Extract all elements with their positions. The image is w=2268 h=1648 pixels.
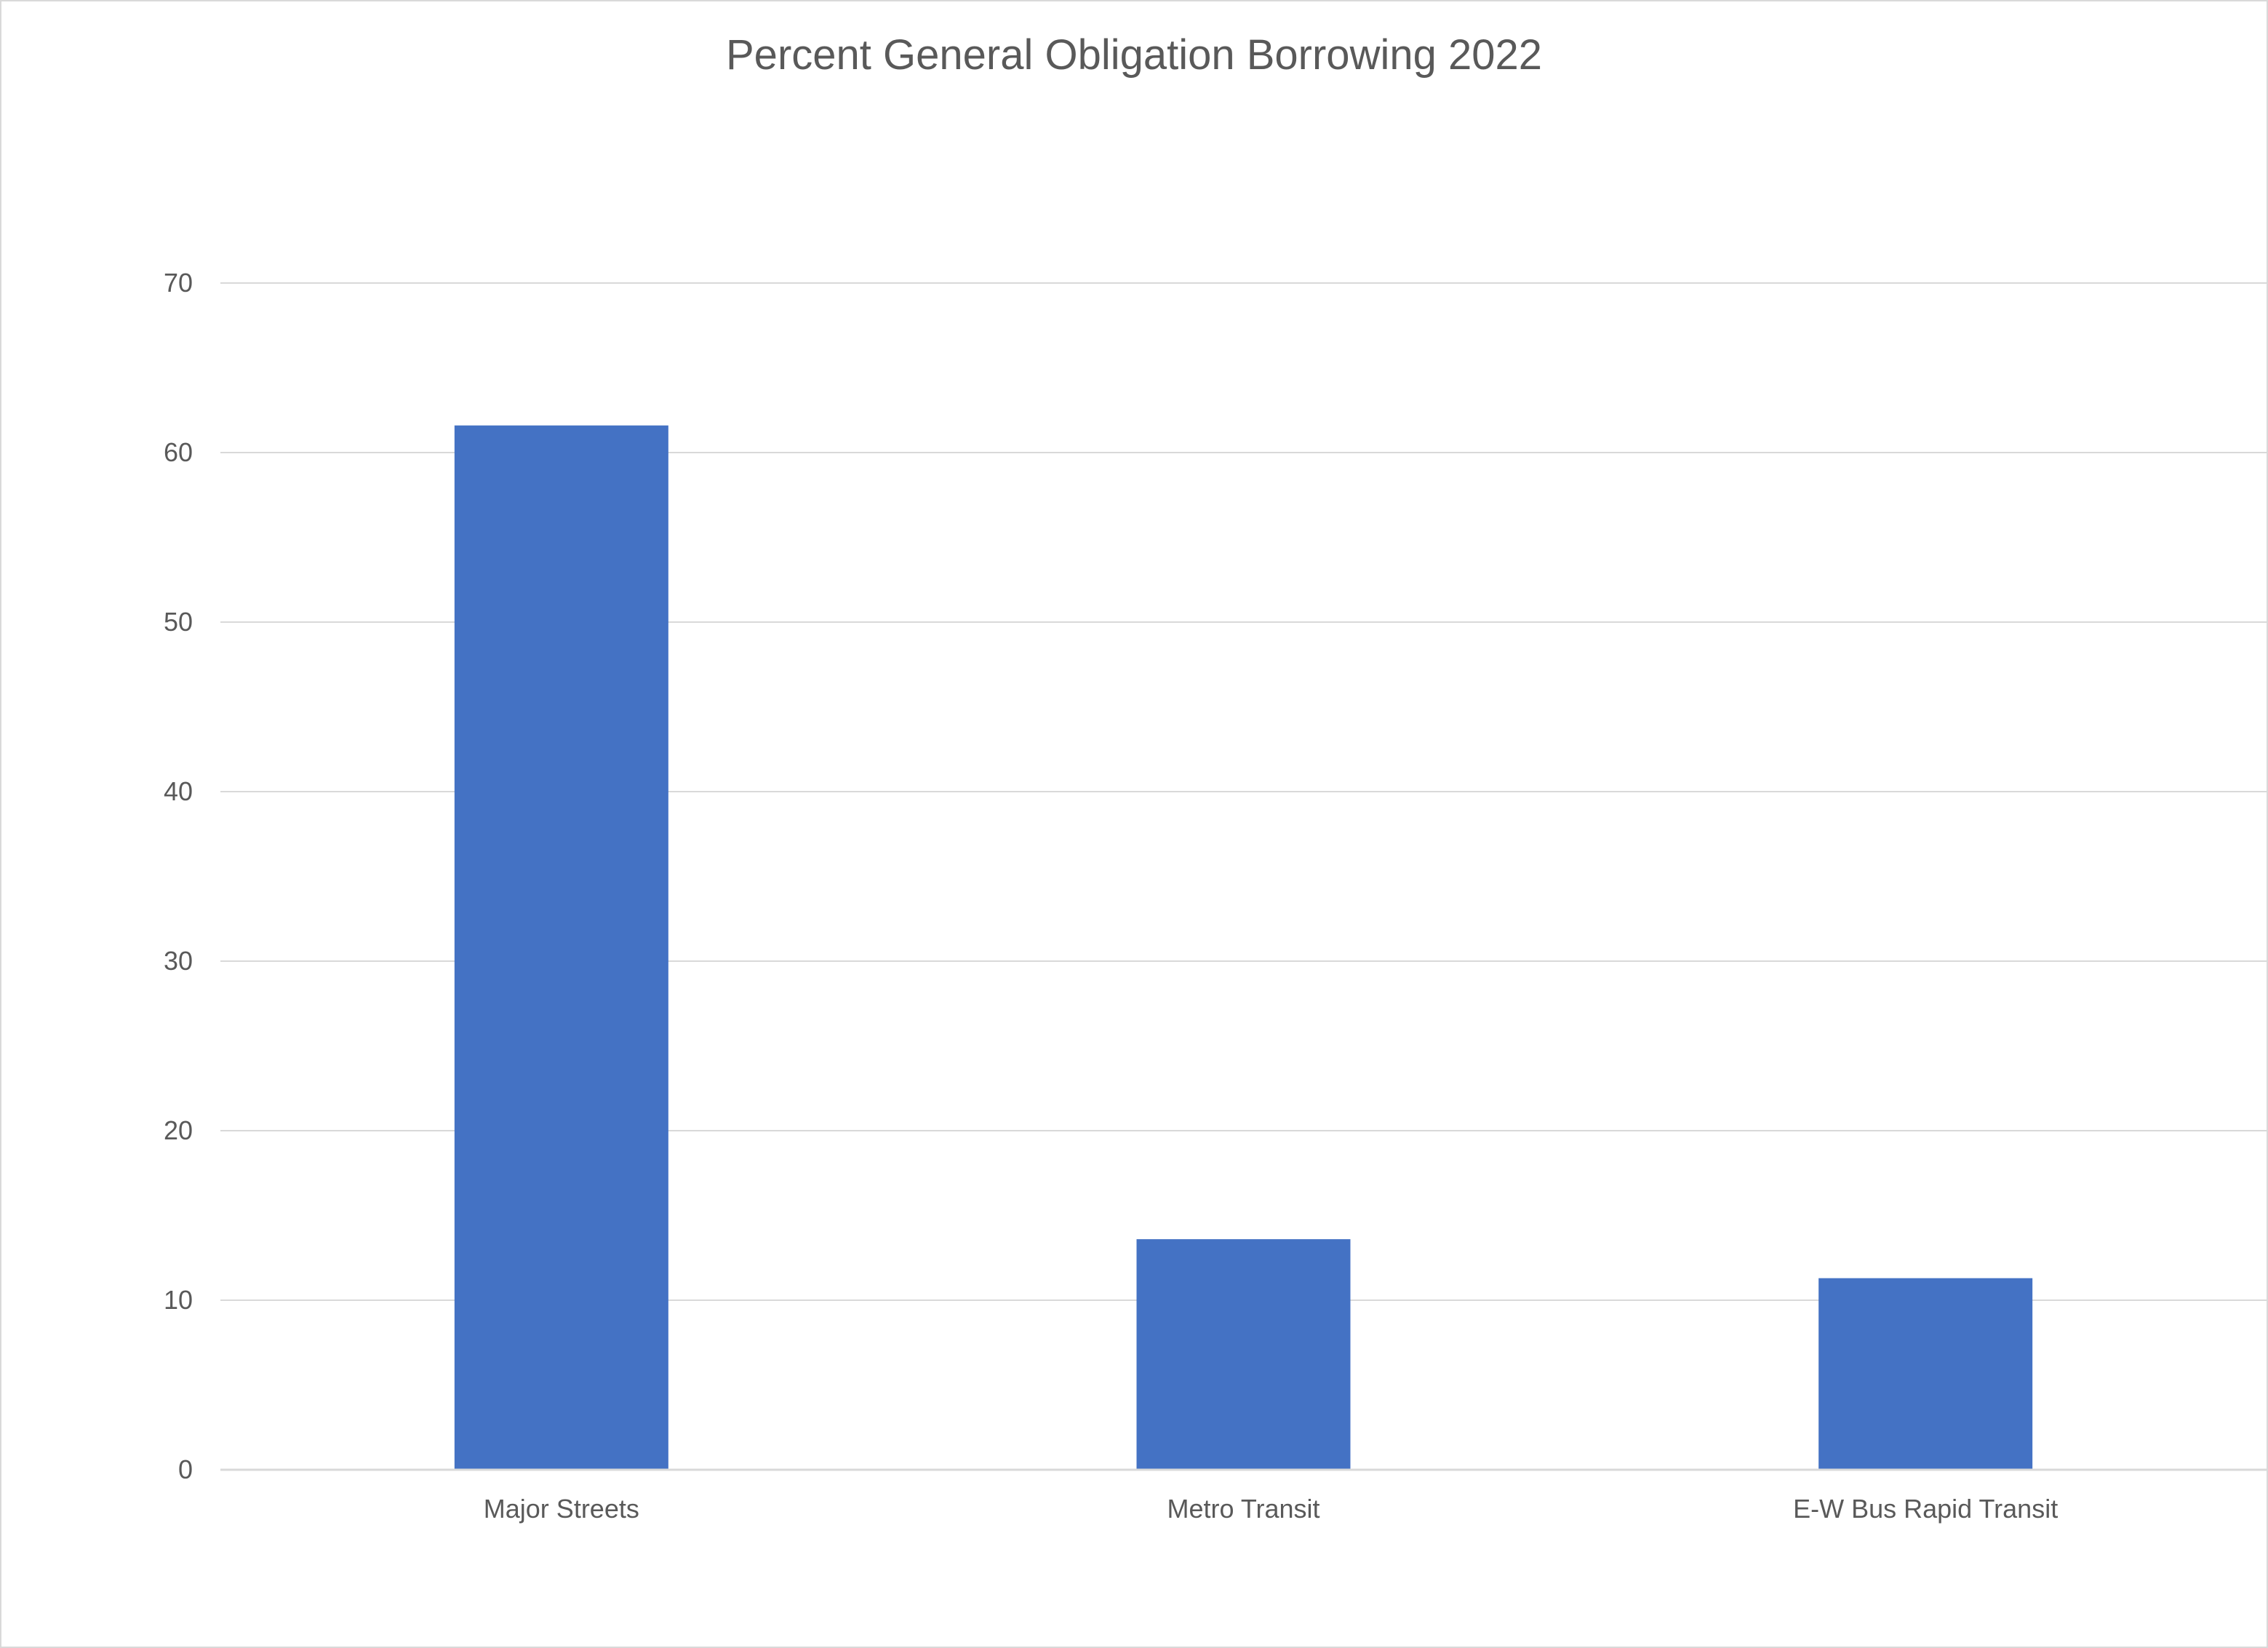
x-category-label: E-W Bus Rapid Transit	[1793, 1494, 2058, 1524]
x-category-label: Major Streets	[484, 1494, 639, 1524]
chart-title: Percent General Obligation Borrowing 202…	[726, 31, 1542, 79]
y-tick-label: 30	[164, 946, 193, 976]
y-tick-label: 40	[164, 776, 193, 806]
bar-metro-transit	[1136, 1239, 1351, 1470]
y-tick-label: 0	[178, 1454, 193, 1484]
bar-major-streets	[454, 425, 668, 1470]
y-tick-label: 10	[164, 1285, 193, 1315]
y-tick-label: 50	[164, 607, 193, 637]
y-tick-label: 70	[164, 268, 193, 298]
bar-e-w-bus-rapid-transit	[1818, 1278, 2033, 1470]
y-tick-label: 60	[164, 437, 193, 467]
bars	[454, 425, 2033, 1470]
y-axis-tick-labels: 0 10 20 30 40 50 60 70	[164, 268, 193, 1484]
x-category-label: Metro Transit	[1167, 1494, 1319, 1524]
x-axis-category-labels: Major Streets Metro Transit E-W Bus Rapid …	[484, 1494, 2058, 1524]
y-tick-label: 20	[164, 1115, 193, 1145]
